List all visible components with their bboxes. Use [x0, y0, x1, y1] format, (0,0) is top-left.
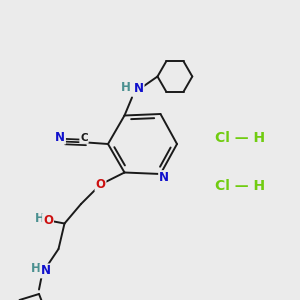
Text: N: N	[40, 264, 51, 278]
Text: Cl — H: Cl — H	[215, 131, 265, 145]
Text: H: H	[31, 262, 40, 275]
Text: O: O	[95, 178, 106, 191]
Text: H: H	[35, 212, 45, 225]
Text: Cl — H: Cl — H	[215, 179, 265, 193]
Text: N: N	[134, 82, 144, 95]
Text: O: O	[43, 214, 53, 227]
Text: N: N	[159, 171, 169, 184]
Text: H: H	[121, 81, 131, 94]
Text: N: N	[55, 130, 65, 144]
Text: C: C	[80, 133, 88, 143]
